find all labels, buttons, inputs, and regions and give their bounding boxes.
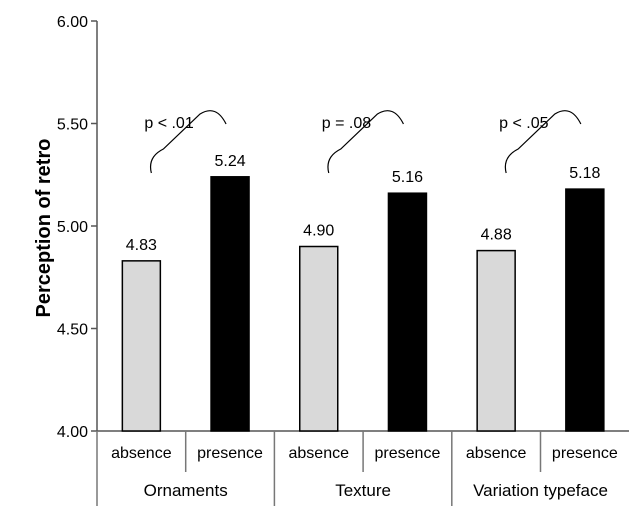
- bar-texture-absence: [299, 245, 339, 432]
- data-label: 4.83: [126, 237, 157, 254]
- y-tick-label: 5.00: [57, 219, 88, 236]
- y-axis-label: Perception of retro: [33, 139, 55, 318]
- bar-texture-presence: [387, 192, 428, 432]
- axes: [91, 20, 629, 506]
- labels: 4.00 4.50 5.00 5.50 6.00 4.83 absence 5.24 prese…: [57, 14, 618, 500]
- bars: [121, 110, 605, 432]
- data-label: 4.90: [303, 223, 334, 240]
- x-category-label: presence: [375, 445, 441, 462]
- data-label: 5.18: [569, 165, 600, 182]
- x-group-label: Texture: [335, 481, 391, 500]
- significance-bracket: [327, 110, 404, 174]
- bar-ornaments-presence: [210, 176, 250, 432]
- significance-bracket: [504, 110, 582, 174]
- bar-ornaments-absence: [121, 260, 162, 432]
- x-group-label: Ornaments: [144, 481, 228, 500]
- bar-variation-typeface-absence: [476, 249, 516, 432]
- x-category-label: absence: [111, 445, 172, 462]
- data-label: 4.88: [481, 227, 512, 244]
- x-group-label: Variation typeface: [473, 481, 608, 500]
- y-tick-label: 6.00: [57, 14, 88, 31]
- bar-variation-typeface-presence: [565, 188, 605, 432]
- significance-label: p < .01: [144, 115, 193, 132]
- y-tick-label: 4.50: [57, 322, 88, 339]
- y-tick-label: 5.50: [57, 117, 88, 134]
- significance-bracket: [150, 110, 227, 174]
- significance-label: p < .05: [499, 115, 548, 132]
- significance-label: p = .08: [322, 115, 371, 132]
- y-tick-label: 4.00: [57, 424, 88, 441]
- x-category-label: presence: [197, 445, 263, 462]
- data-label: 5.16: [392, 169, 423, 186]
- x-category-label: presence: [552, 445, 618, 462]
- x-category-label: absence: [466, 445, 527, 462]
- x-category-label: absence: [289, 445, 350, 462]
- data-label: 5.24: [214, 153, 245, 170]
